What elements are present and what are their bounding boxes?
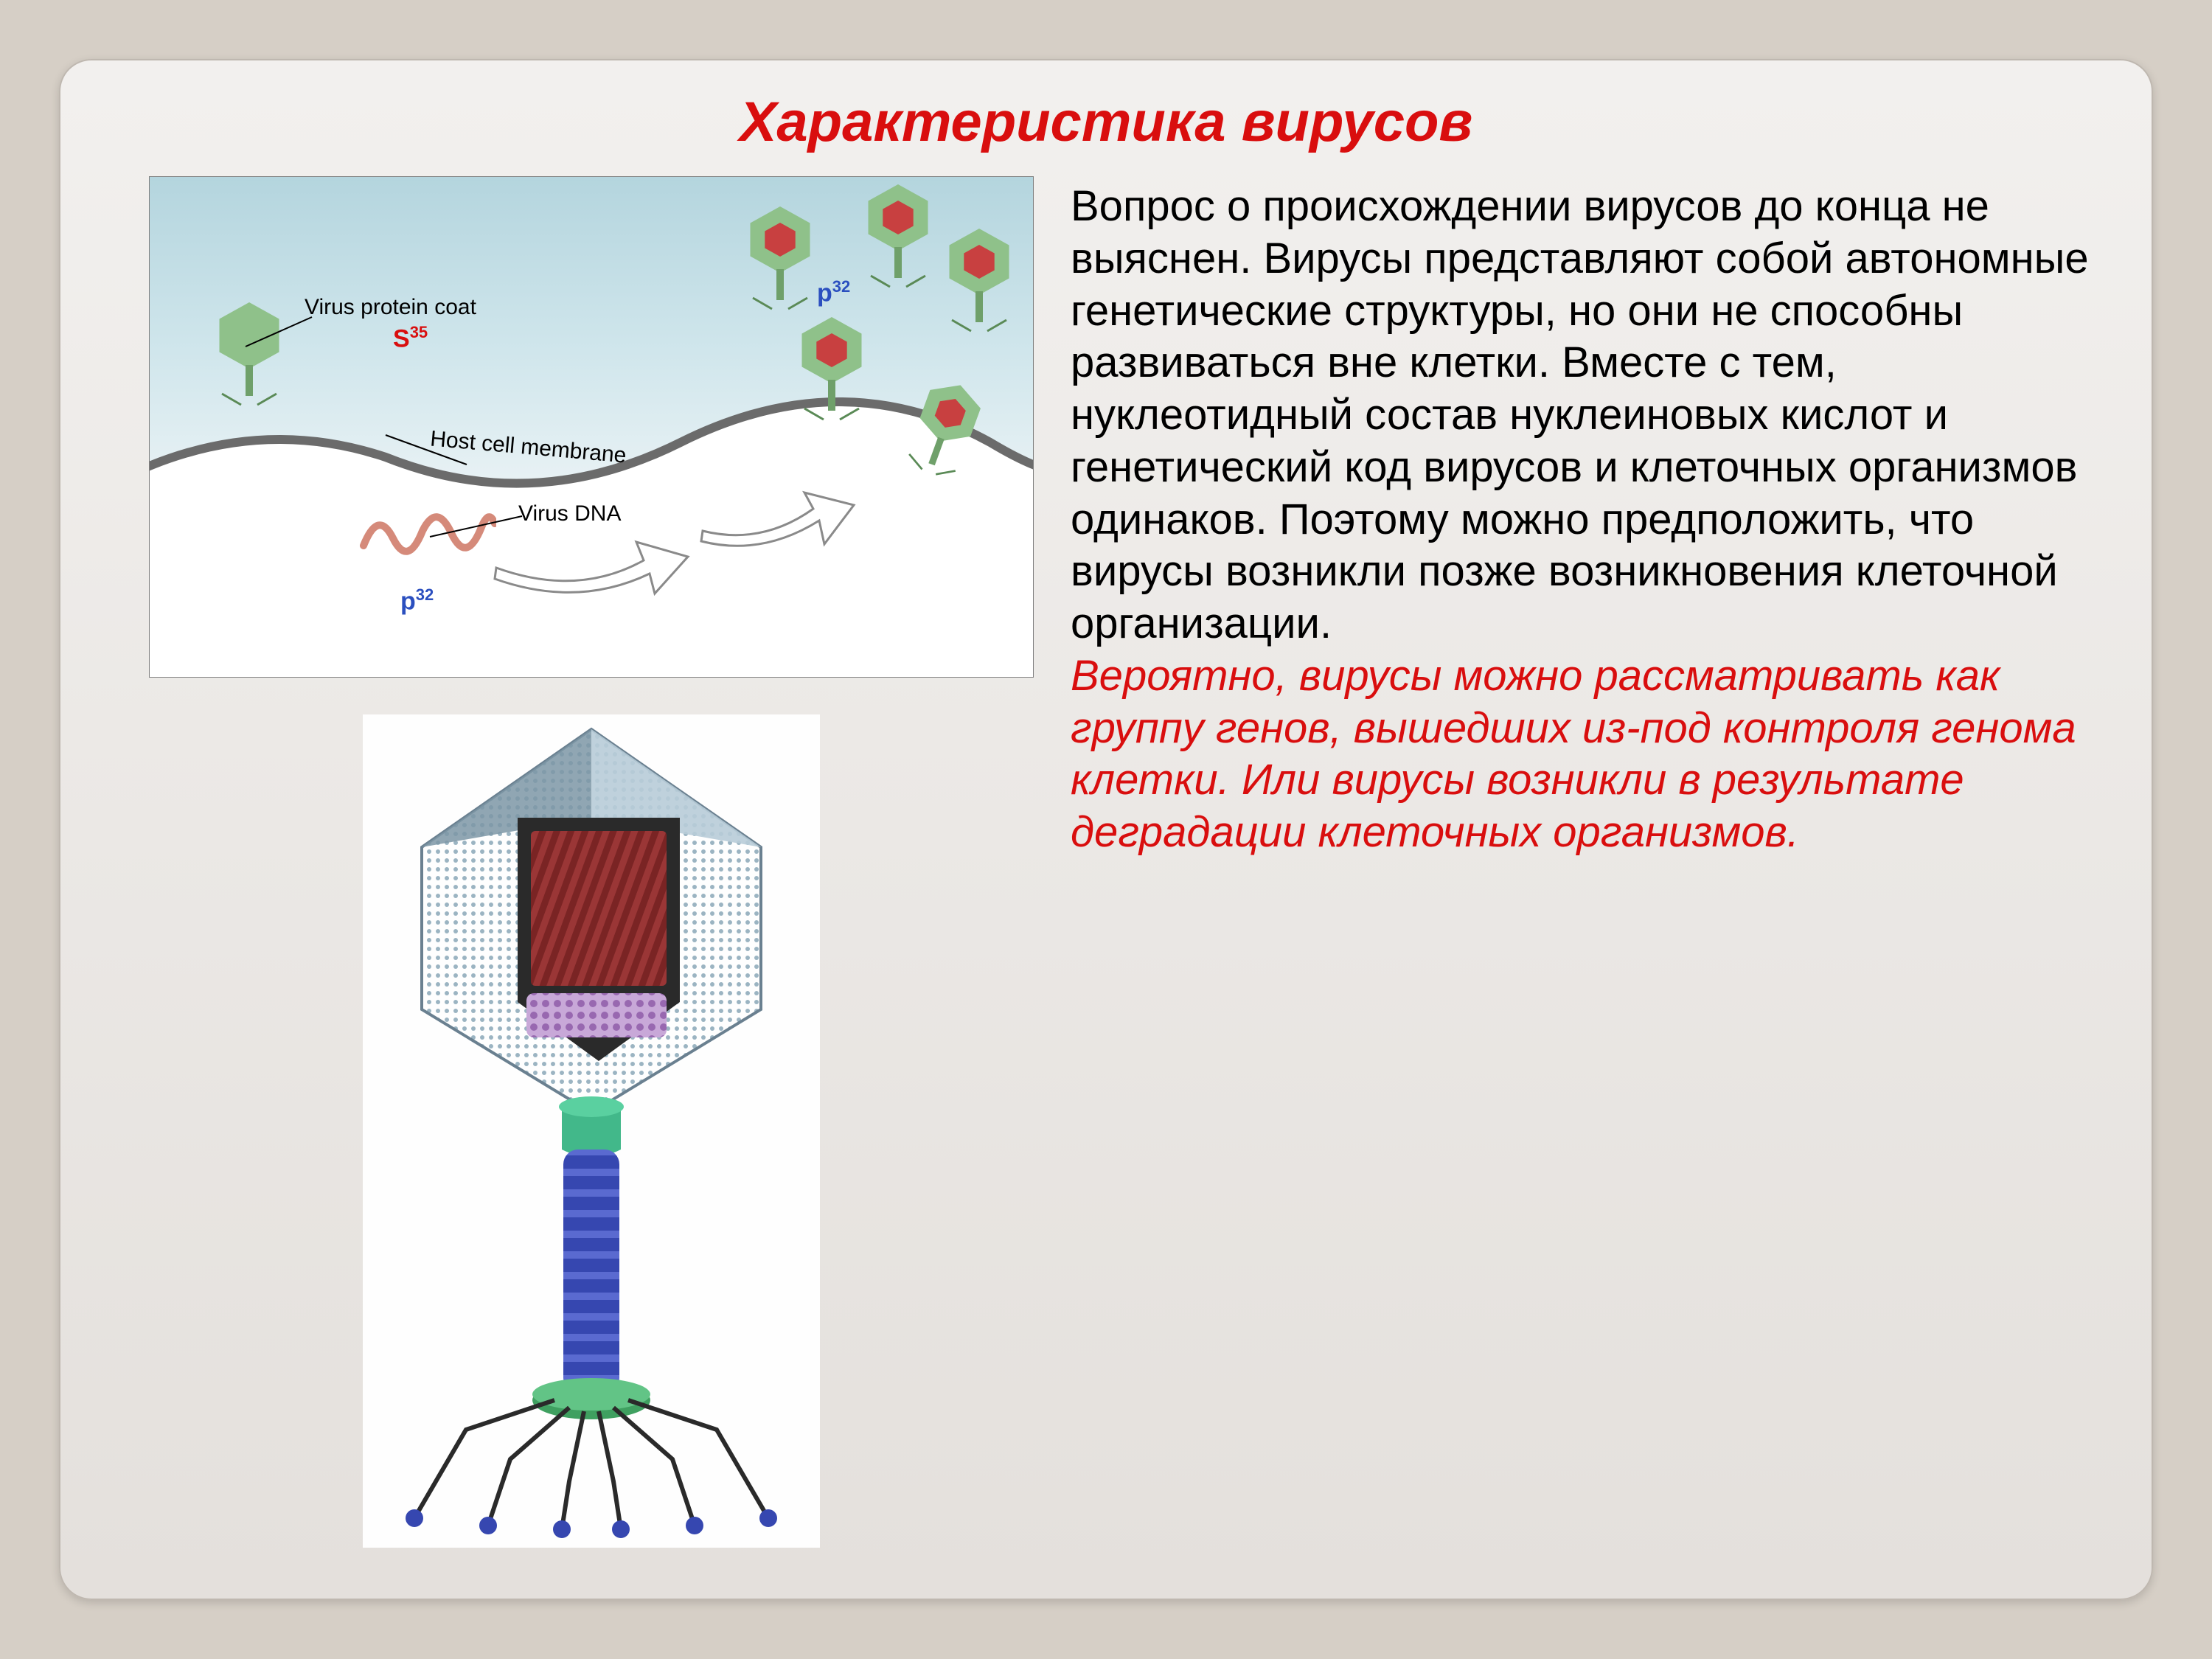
label-s35: S35 [393, 323, 428, 353]
label-p32-right-base: p [817, 279, 832, 307]
body-paragraph: Вопрос о происхождении вирусов до конца … [1071, 181, 2107, 859]
arrow-2 [695, 479, 858, 560]
right-column: Вопрос о происхождении вирусов до конца … [1071, 176, 2107, 1548]
label-p32-left-sup: 32 [416, 585, 434, 604]
phage-with-dna-1 [740, 206, 821, 324]
label-p32-left-base: p [400, 587, 416, 615]
tail-fiber-tips [406, 1509, 777, 1538]
label-protein-coat-text: Virus protein coat [305, 295, 476, 319]
phage-with-dna-2 [858, 184, 939, 302]
label-p32-right-sup: 32 [832, 277, 850, 296]
virus-infection-diagram: Virus protein coat S35 Host cell membran… [149, 176, 1034, 678]
label-p32-right: p32 [817, 277, 850, 307]
label-virus-dna: Virus DNA [518, 501, 621, 526]
page-title: Характеристика вирусов [105, 90, 2107, 154]
bacteriophage-structure-diagram [363, 714, 820, 1548]
phage-with-dna-4 [791, 317, 872, 435]
label-protein-coat: Virus protein coat [305, 295, 476, 320]
phage-green-empty [209, 302, 290, 420]
phage-with-dna-3 [939, 229, 1020, 347]
label-s35-sup: 35 [410, 323, 428, 341]
label-s35-base: S [393, 324, 410, 352]
body-text-main: Вопрос о происхождении вирусов до конца … [1071, 182, 2089, 647]
content-row: Virus protein coat S35 Host cell membran… [134, 176, 2107, 1548]
tail-fibers [414, 1400, 768, 1529]
body-text-emphasis: Вероятно, вирусы можно рассматривать как… [1071, 652, 2076, 856]
slide-container: Характеристика вирусов [59, 59, 2153, 1600]
label-p32-left: p32 [400, 585, 434, 616]
left-column: Virus protein coat S35 Host cell membran… [134, 176, 1048, 1548]
body-text-emphasis-inner: Вероятно, вирусы можно рассматривать как… [1071, 652, 2076, 856]
virus-dna-squiggle [356, 494, 496, 568]
arrow-1 [489, 524, 695, 605]
